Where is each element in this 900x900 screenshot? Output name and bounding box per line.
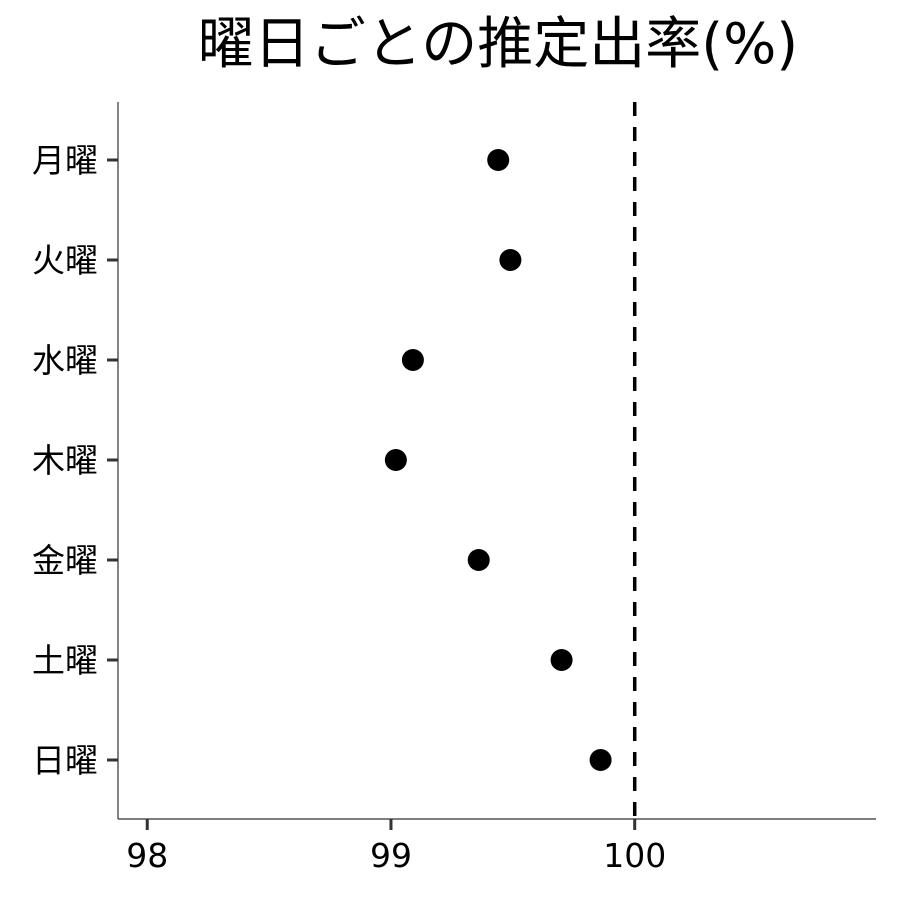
y-tick-label: 日曜	[32, 741, 98, 780]
y-tick-label: 月曜	[32, 141, 98, 180]
x-tick-label: 100	[603, 836, 666, 875]
y-tick-label: 土曜	[32, 641, 98, 680]
y-tick-label: 金曜	[32, 541, 98, 580]
y-tick-label: 木曜	[32, 441, 98, 480]
data-point	[499, 249, 522, 271]
data-point	[384, 449, 407, 471]
x-ticks: 98 99 100	[126, 819, 666, 875]
data-point	[550, 649, 573, 671]
data-point	[401, 349, 424, 371]
y-tick-label: 火曜	[32, 241, 98, 280]
data-point	[467, 549, 490, 571]
x-tick-label: 98	[126, 836, 168, 875]
chart-title: 曜日ごとの推定出率(%)	[197, 12, 799, 77]
axes	[117, 102, 876, 820]
y-tick-label: 水曜	[32, 341, 98, 380]
x-tick-label: 99	[370, 836, 412, 875]
data-points	[384, 149, 612, 771]
data-point	[487, 149, 510, 171]
data-point	[589, 749, 612, 771]
